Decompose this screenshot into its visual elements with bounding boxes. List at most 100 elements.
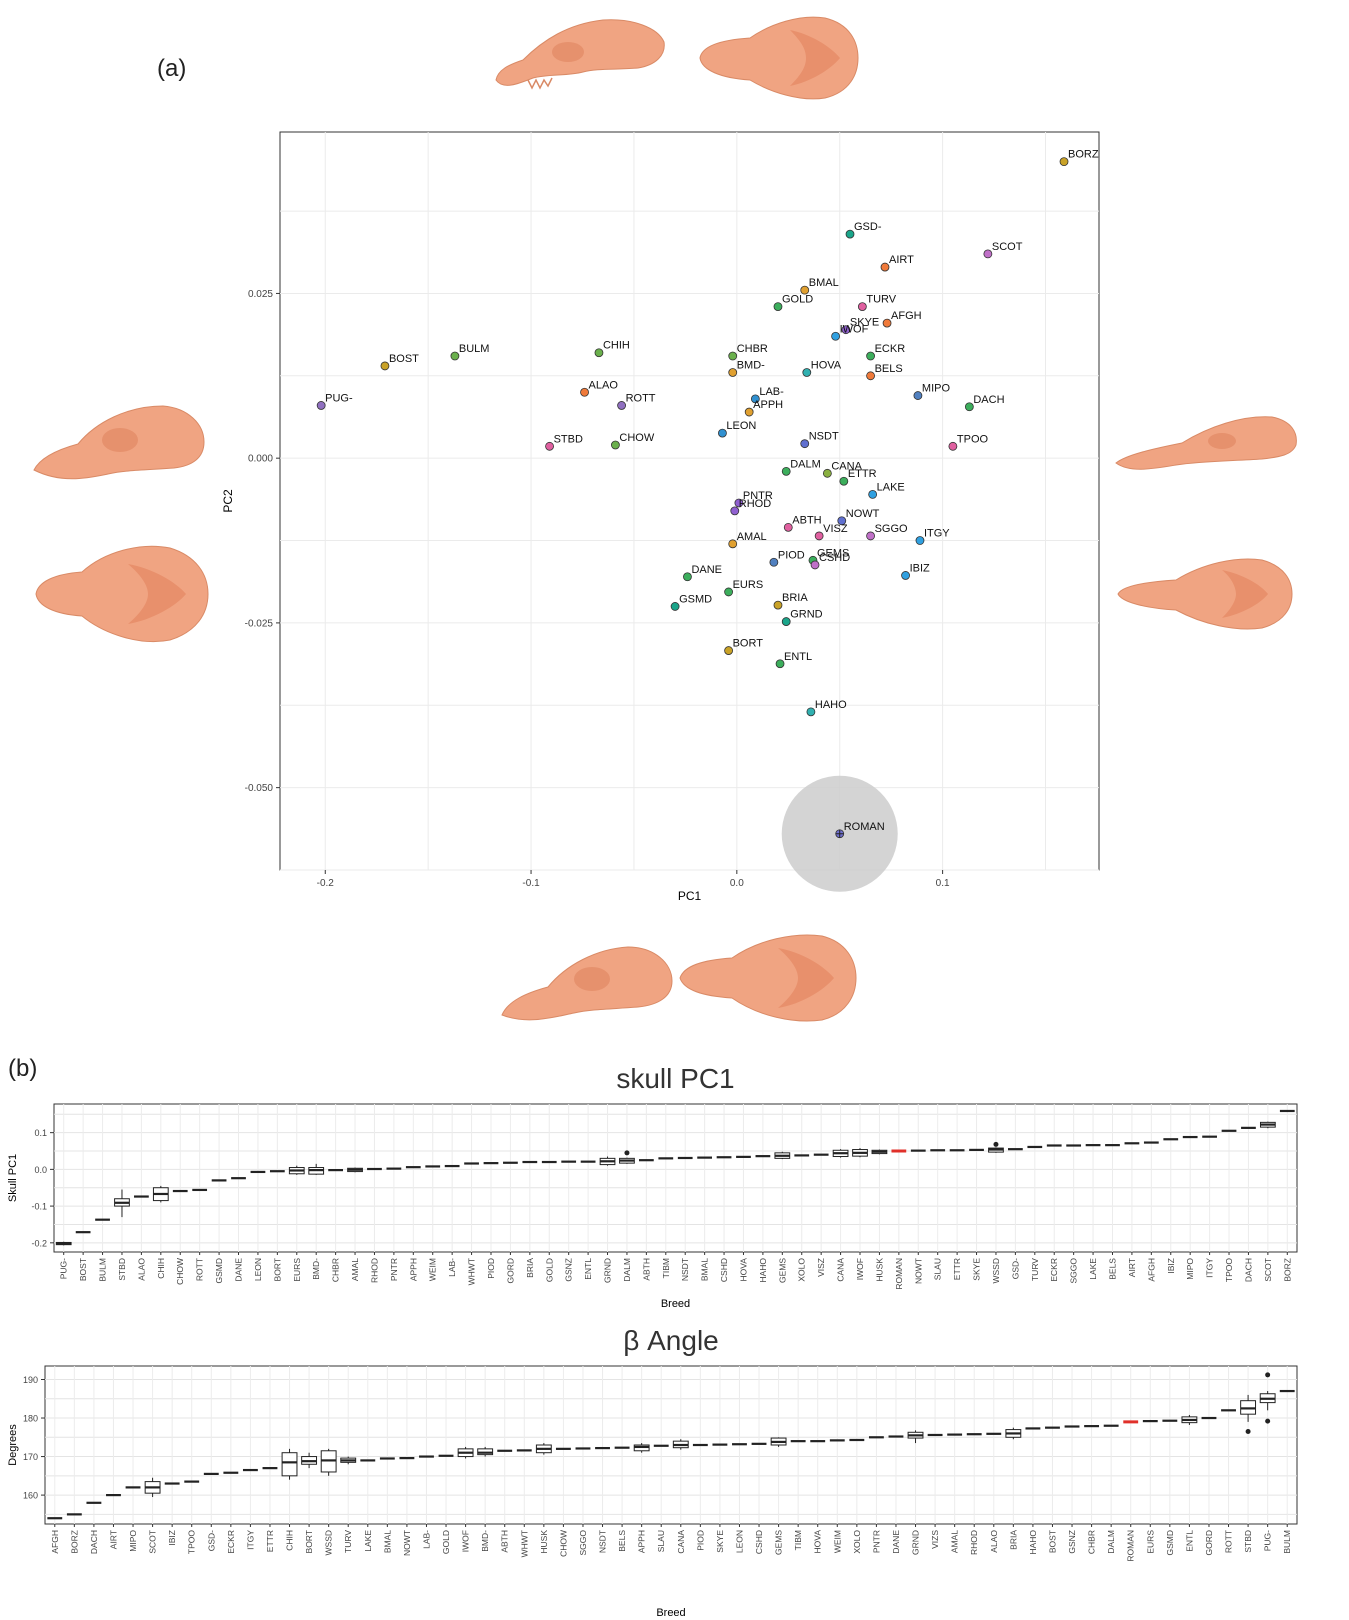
point-label: EURS <box>733 579 764 591</box>
point-cana <box>822 468 832 478</box>
point-chow <box>611 440 620 450</box>
point-label: DALM <box>790 458 821 470</box>
x-tick-label: SGGO <box>578 1530 588 1556</box>
x-tick-label: CHIH <box>285 1530 295 1551</box>
point-label: GRND <box>790 609 822 621</box>
pca-panel-frame <box>279 131 1100 871</box>
x-tick-label: DACH <box>89 1530 99 1554</box>
point-label: HAHO <box>815 699 847 711</box>
point-alao <box>580 387 589 397</box>
x-tick-label: CANA <box>836 1258 846 1282</box>
point-bels <box>866 371 875 381</box>
x-tick-label: LAB- <box>447 1258 457 1277</box>
y-tick-label: -0.1 <box>31 1202 47 1212</box>
point-bost <box>380 361 390 371</box>
skull-lateral-right-illustration <box>1115 416 1297 470</box>
x-tick-label: BULM <box>98 1258 108 1282</box>
x-tick-label: RHOD <box>369 1258 379 1283</box>
x-tick-label: NSDT <box>598 1530 608 1553</box>
x-tick-label: TURV <box>343 1530 353 1553</box>
x-tick-label: STBD <box>117 1258 127 1281</box>
x-tick-label: VIZS <box>930 1530 940 1549</box>
x-tick-label: DALM <box>1106 1530 1116 1554</box>
x-tick-label: ECKR <box>226 1530 236 1554</box>
x-tick-label: GRND <box>603 1258 613 1283</box>
x-tick-label: TPOO <box>1224 1258 1234 1282</box>
point-label: RHOD <box>739 498 771 510</box>
x-tick-label: HAHO <box>1028 1530 1038 1555</box>
point-pug- <box>316 401 326 410</box>
x-tick-label: SCOT <box>148 1530 158 1554</box>
point-bulm <box>450 351 460 361</box>
point-label: ETTR <box>848 468 877 480</box>
point-label: ALAO <box>589 379 619 391</box>
point-apph <box>744 407 754 417</box>
point-dane <box>683 572 692 582</box>
point-label: ROMAN <box>844 821 885 833</box>
x-tick-label: 0.1 <box>936 878 950 889</box>
point-label: IBIZ <box>910 562 930 574</box>
x-tick-label: GSNZ <box>564 1258 574 1282</box>
x-tick-label: WSSD <box>324 1530 334 1556</box>
x-tick-label: 0.0 <box>730 878 744 889</box>
x-tick-label: BMAL <box>382 1530 392 1553</box>
point-label: BMD- <box>737 360 765 372</box>
x-tick-label: WSSD <box>991 1258 1001 1284</box>
x-tick-label: AIRT <box>108 1530 118 1549</box>
x-tick-label: NSDT <box>680 1258 690 1281</box>
point-ibiz <box>901 571 910 580</box>
point-entl <box>775 659 785 669</box>
y-tick-label: -0.050 <box>245 783 274 794</box>
x-tick-label: AFGH <box>1146 1258 1156 1282</box>
x-tick-label: APPH <box>408 1258 418 1281</box>
x-tick-label: GSD- <box>206 1530 216 1551</box>
x-tick-label: DANE <box>234 1258 244 1282</box>
x-tick-label: LEON <box>734 1530 744 1553</box>
point-label: MIPO <box>922 383 951 395</box>
point-label: STBD <box>554 433 583 445</box>
x-tick-label: AMAL <box>350 1258 360 1281</box>
x-tick-label: GORD <box>1204 1530 1214 1556</box>
x-tick-label: BORT <box>272 1258 282 1281</box>
x-tick-label: LAKE <box>363 1530 373 1552</box>
y-axis-title: Degrees <box>7 1424 19 1466</box>
y-axis-title: Skull PC1 <box>7 1154 19 1202</box>
x-tick-label: BULM <box>1282 1530 1292 1554</box>
pca-grid <box>279 131 1100 871</box>
x-tick-label: RHOD <box>969 1530 979 1555</box>
x-tick-label: HOVA <box>813 1530 823 1554</box>
x-tick-label: BMD- <box>480 1530 490 1552</box>
x-tick-label: CHBR <box>331 1258 341 1282</box>
point-grnd <box>781 617 791 626</box>
x-tick-label: STBD <box>1243 1530 1253 1553</box>
x-tick-label: ROMAN <box>1126 1530 1136 1562</box>
point-label: LAB- <box>759 386 784 398</box>
point-label: BRIA <box>782 592 808 604</box>
x-tick-label: PUG- <box>59 1258 69 1279</box>
x-tick-label: ITGY <box>245 1530 255 1550</box>
point-label: ROTT <box>626 392 656 404</box>
point-iwof <box>831 331 841 341</box>
boxplot-panel-frame <box>44 1365 1298 1525</box>
x-tick-label: WHWT <box>467 1258 477 1285</box>
x-tick-label: BELS <box>1107 1258 1117 1280</box>
outlier-point <box>1265 1418 1271 1424</box>
point-label: BORT <box>733 638 764 650</box>
point-tpoo <box>948 441 958 451</box>
skull-lateral-bottom-illustration <box>501 946 673 1021</box>
point-label: AIRT <box>889 254 914 266</box>
point-label: NOWT <box>846 508 880 520</box>
point-cshd <box>810 560 820 570</box>
outlier-point <box>624 1150 630 1156</box>
y-tick-label: -0.2 <box>31 1238 47 1248</box>
point-eurs <box>724 587 733 597</box>
x-tick-label: IWOF <box>461 1530 471 1552</box>
point-label: GOLD <box>782 294 813 306</box>
x-tick-label: WEIM <box>832 1530 842 1553</box>
x-tick-label: GORD <box>505 1258 515 1284</box>
outlier-point <box>993 1141 999 1147</box>
outlier-point <box>1245 1429 1251 1435</box>
x-tick-label: LAKE <box>1088 1258 1098 1280</box>
point-bmd- <box>728 368 738 377</box>
x-tick-label: TPOO <box>187 1530 197 1554</box>
